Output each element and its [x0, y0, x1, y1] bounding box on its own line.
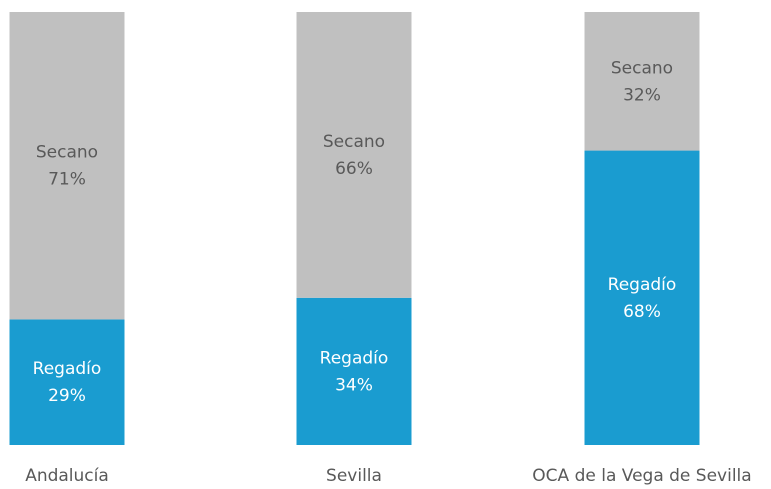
segment-value-label: 34% [335, 375, 373, 395]
x-tick-label: Sevilla [326, 466, 382, 486]
segment-value-label: 68% [623, 302, 661, 322]
bar-segment [584, 150, 700, 445]
bar-segment [296, 12, 412, 298]
segment-series-label: Secano [611, 58, 673, 78]
x-tick-label: OCA de la Vega de Sevilla [532, 466, 751, 486]
segment-series-label: Regadío [33, 359, 102, 379]
segment-value-label: 66% [335, 159, 373, 179]
bar-segment [9, 319, 125, 445]
segment-value-label: 71% [48, 170, 86, 190]
segment-value-label: 29% [48, 386, 86, 406]
segment-series-label: Regadío [320, 348, 389, 368]
bar-segment [9, 12, 125, 320]
bar-segment [296, 297, 412, 445]
segment-series-label: Secano [323, 132, 385, 152]
segment-series-label: Regadío [608, 275, 677, 295]
segment-series-label: Secano [36, 143, 98, 163]
segment-value-label: 32% [623, 85, 661, 105]
bar-segment [584, 12, 700, 151]
x-tick-label: Andalucía [25, 466, 109, 486]
